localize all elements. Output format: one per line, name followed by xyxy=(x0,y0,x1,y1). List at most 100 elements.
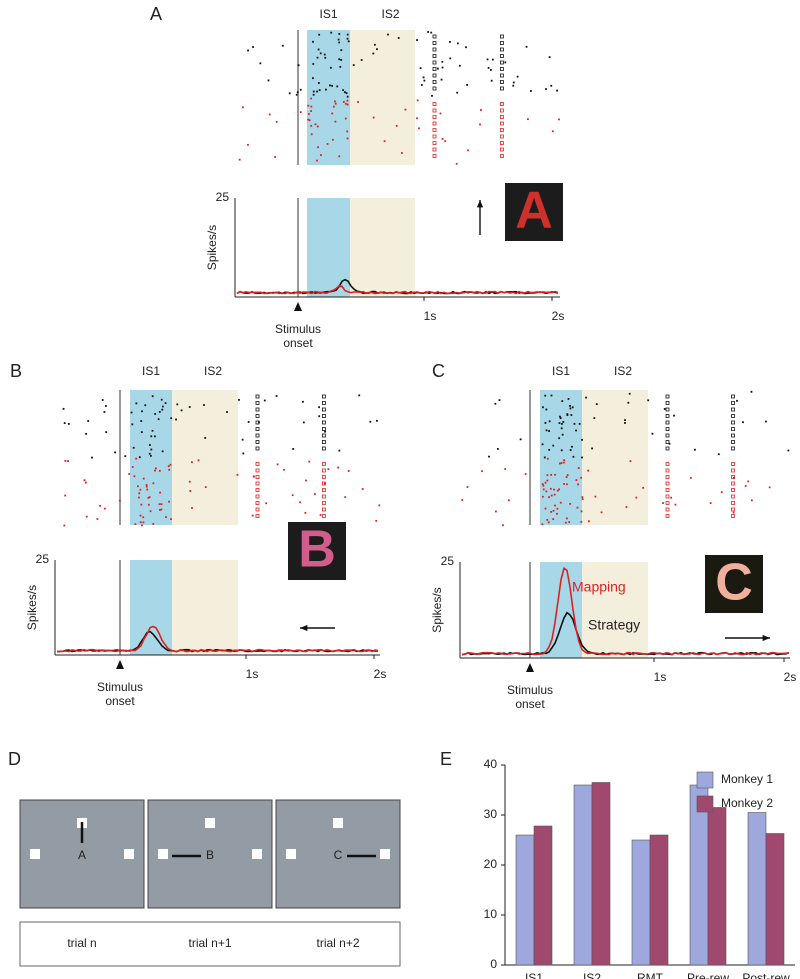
spike xyxy=(467,149,469,152)
marker xyxy=(731,401,735,405)
spike xyxy=(694,448,696,451)
spike xyxy=(742,421,744,424)
marker xyxy=(432,73,437,78)
panel-letter: C xyxy=(432,361,445,381)
marker xyxy=(255,401,260,405)
spike xyxy=(188,480,191,483)
is1-band xyxy=(130,390,172,525)
spike xyxy=(545,429,548,432)
arrow-head xyxy=(762,634,770,642)
spike xyxy=(556,89,558,92)
spike xyxy=(302,400,304,403)
target-label: B xyxy=(206,848,214,862)
spike xyxy=(550,84,553,87)
marker xyxy=(665,507,670,512)
spike xyxy=(545,88,547,90)
marker xyxy=(255,507,260,512)
spike xyxy=(373,43,376,46)
marker xyxy=(255,446,260,451)
target xyxy=(252,849,262,859)
spike xyxy=(372,116,375,119)
spike xyxy=(512,81,515,84)
marker xyxy=(255,420,260,425)
marker xyxy=(665,462,670,466)
spike xyxy=(317,146,319,149)
marker xyxy=(255,475,260,479)
spike xyxy=(135,402,138,405)
spike xyxy=(689,476,692,479)
spike xyxy=(131,423,134,426)
spike xyxy=(159,491,162,494)
spike xyxy=(465,46,467,49)
spike xyxy=(329,84,331,87)
spike xyxy=(346,37,349,40)
spike xyxy=(375,519,378,522)
spike xyxy=(441,66,444,69)
y-tick-label: 25 xyxy=(441,554,455,568)
spike xyxy=(323,53,326,56)
spike xyxy=(635,496,638,499)
spike xyxy=(376,419,378,422)
spike xyxy=(457,42,459,45)
marker xyxy=(321,507,326,512)
spike xyxy=(170,518,172,520)
spike xyxy=(449,40,451,43)
spike xyxy=(91,456,93,459)
legend-swatch xyxy=(696,795,714,813)
spike xyxy=(542,406,544,409)
spike xyxy=(571,406,574,409)
spike xyxy=(304,511,307,514)
spike xyxy=(327,468,330,471)
interval-label: IS1 xyxy=(552,364,570,378)
bar xyxy=(765,833,785,966)
spike xyxy=(139,488,142,491)
stimulus-icon xyxy=(505,183,563,241)
spike xyxy=(580,476,583,479)
spike xyxy=(376,48,378,51)
legend-label: Monkey 1 xyxy=(721,772,773,786)
y-tick-label: 25 xyxy=(216,190,230,204)
marker xyxy=(665,446,670,451)
marker xyxy=(731,494,735,499)
panel-letter: E xyxy=(440,749,452,769)
spike xyxy=(64,494,67,497)
spike xyxy=(732,511,735,514)
spike xyxy=(561,433,564,436)
spike xyxy=(151,395,154,398)
spike xyxy=(191,507,193,509)
spike xyxy=(312,77,314,80)
spike xyxy=(668,442,671,445)
spike xyxy=(524,473,527,475)
psth-curve xyxy=(56,625,379,653)
spike xyxy=(134,523,137,526)
spike xyxy=(565,483,568,486)
spike xyxy=(548,448,551,451)
spike xyxy=(330,31,333,34)
marker xyxy=(731,427,735,431)
is1-band xyxy=(307,30,350,165)
spike xyxy=(593,417,596,420)
spike xyxy=(516,75,519,78)
spike xyxy=(312,40,314,43)
marker xyxy=(665,475,670,479)
marker xyxy=(499,121,504,126)
spike xyxy=(558,437,561,440)
bar xyxy=(747,812,767,966)
spike xyxy=(546,479,549,482)
y-tick-label: 20 xyxy=(484,857,498,871)
spike xyxy=(189,490,192,492)
spike xyxy=(733,476,735,479)
spike xyxy=(525,45,528,48)
spike xyxy=(554,473,556,476)
x-tick-label: Pre-rew xyxy=(687,971,729,979)
spike xyxy=(155,467,157,470)
spike xyxy=(241,438,244,441)
spike xyxy=(158,503,161,506)
marker xyxy=(432,134,437,139)
marker xyxy=(665,468,670,473)
spike xyxy=(144,404,147,407)
spike xyxy=(344,117,347,120)
spike xyxy=(563,459,565,462)
spike xyxy=(160,503,163,506)
spike xyxy=(357,101,359,103)
